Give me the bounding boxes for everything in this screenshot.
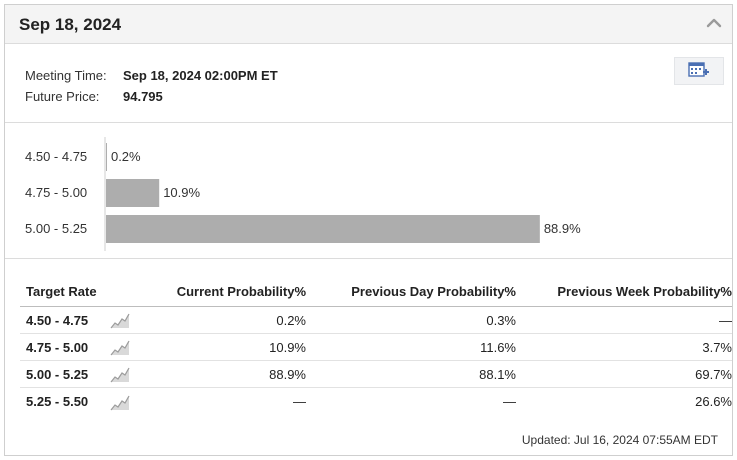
- chart-bar: [106, 215, 540, 243]
- row-target-rate: 5.00 - 5.25: [20, 365, 160, 383]
- current-probability-cell: 0.2%: [276, 312, 306, 328]
- table-row: 5.25 - 5.50 — — 26.6%: [20, 388, 732, 415]
- target-rate-text: 5.00 - 5.25: [26, 366, 89, 382]
- probability-bar-chart: 4.50 - 4.75 0.2% 4.75 - 5.00 10.9% 5.00 - 5.…: [25, 137, 581, 251]
- add-to-calendar-button[interactable]: [674, 57, 724, 85]
- table-body: 4.50 - 4.75 0.2% 0.3% — 4.75 - 5.00 10.9% 11.6…: [20, 307, 732, 415]
- header-previous-week-probability[interactable]: Previous Week Probability%: [557, 284, 732, 299]
- chart-value-label: 10.9%: [163, 185, 200, 200]
- previous-day-probability-cell: —: [503, 394, 516, 409]
- table-row: 4.50 - 4.75 0.2% 0.3% —: [20, 307, 732, 334]
- chart-category-label: 5.00 - 5.25: [25, 221, 87, 236]
- header-current-probability[interactable]: Current Probability%: [176, 284, 306, 299]
- meeting-time-value: Sep 18, 2024 02:00PM ET: [123, 68, 278, 83]
- table-header: Target Rate Current Probability% Previou…: [20, 277, 732, 307]
- divider: [5, 122, 732, 123]
- meeting-info: Meeting Time: Sep 18, 2024 02:00PM ET Fu…: [25, 65, 278, 107]
- previous-day-probability-cell: 0.3%: [486, 312, 516, 328]
- meeting-time-row: Meeting Time: Sep 18, 2024 02:00PM ET: [25, 65, 278, 86]
- chart-value-label: 0.2%: [111, 149, 141, 164]
- sparkline-chart-icon[interactable]: [110, 338, 130, 356]
- sparkline-chart-icon[interactable]: [110, 365, 130, 383]
- meeting-time-label: Meeting Time:: [25, 68, 107, 83]
- current-probability-cell: 10.9%: [269, 339, 306, 355]
- row-target-rate: 4.50 - 4.75: [20, 311, 160, 329]
- probability-chart: 4.50 - 4.75 0.2% 4.75 - 5.00 10.9% 5.00 - 5.…: [5, 133, 734, 258]
- future-price-value: 94.795: [123, 89, 163, 104]
- sparkline-chart-icon[interactable]: [110, 392, 130, 411]
- target-rate-text: 4.50 - 4.75: [26, 312, 89, 328]
- collapse-button[interactable]: [704, 13, 724, 33]
- previous-day-probability-cell: 11.6%: [480, 339, 516, 355]
- header-target-rate[interactable]: Target Rate: [26, 284, 97, 299]
- updated-timestamp: Updated: Jul 16, 2024 07:55AM EDT: [521, 433, 718, 447]
- header-previous-day-probability[interactable]: Previous Day Probability%: [351, 284, 516, 299]
- current-probability-cell: —: [293, 394, 306, 409]
- probability-table: Target Rate Current Probability% Previou…: [20, 277, 732, 415]
- row-target-rate: 5.25 - 5.50: [20, 392, 160, 411]
- chart-value-label: 88.9%: [544, 221, 581, 236]
- chart-bar: [106, 179, 160, 207]
- future-price-label: Future Price:: [25, 89, 100, 104]
- previous-week-probability-cell: 69.7%: [695, 366, 732, 382]
- fed-meeting-panel: Sep 18, 2024 Meeting Time: Sep 18, 2024 …: [4, 4, 733, 456]
- target-rate-text: 4.75 - 5.00: [26, 339, 89, 355]
- row-target-rate: 4.75 - 5.00: [20, 338, 160, 356]
- previous-week-probability-cell: —: [719, 312, 732, 328]
- previous-week-probability-cell: 26.6%: [695, 394, 732, 409]
- chart-bar: [106, 143, 107, 171]
- table-row: 5.00 - 5.25 88.9% 88.1% 69.7%: [20, 361, 732, 388]
- target-rate-text: 5.25 - 5.50: [26, 394, 89, 409]
- panel-title: Sep 18, 2024: [19, 15, 122, 34]
- previous-day-probability-cell: 88.1%: [479, 366, 516, 382]
- table-row: 4.75 - 5.00 10.9% 11.6% 3.7%: [20, 334, 732, 361]
- add-to-calendar-icon: [688, 62, 709, 77]
- sparkline-chart-icon[interactable]: [110, 311, 130, 329]
- chart-category-label: 4.50 - 4.75: [25, 149, 87, 164]
- divider: [5, 258, 732, 259]
- panel-header: Sep 18, 2024: [5, 5, 732, 44]
- future-price-row: Future Price: 94.795: [25, 86, 278, 107]
- chart-category-label: 4.75 - 5.00: [25, 185, 87, 200]
- current-probability-cell: 88.9%: [269, 366, 306, 382]
- chevron-up-icon: [706, 18, 722, 28]
- previous-week-probability-cell: 3.7%: [702, 339, 732, 355]
